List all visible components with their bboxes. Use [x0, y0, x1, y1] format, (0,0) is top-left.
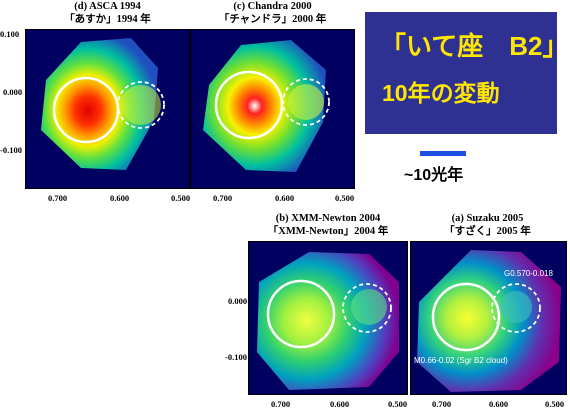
image-panel-suzaku: G0.570-0.018 M0.66-0.02 (Sgr B2 cloud)	[410, 241, 567, 395]
title-line-1: 「いて座 B2」	[380, 31, 569, 61]
image-panel-asca	[25, 29, 190, 189]
xtick-suzaku-1: 0.600	[489, 399, 509, 409]
ytick-asca-0: 0.100	[0, 29, 20, 39]
caption-asca-jp: 「あすか」1994 年	[64, 14, 151, 25]
scale-label: ~10光年	[404, 167, 464, 184]
title-line-2: 10年の変動	[382, 80, 500, 106]
xtick-asca-0: 0.700	[48, 193, 68, 203]
title-box	[365, 12, 557, 134]
xtick-asca-1: 0.600	[110, 193, 130, 203]
image-panel-chandra	[190, 29, 355, 189]
caption-chandra-en: (c) Chandra 2000	[233, 1, 312, 12]
caption-suzaku-jp: 「すざく」2005 年	[444, 226, 531, 237]
ytick-asca-2: -0.100	[0, 145, 22, 155]
label-sgr-b2-cloud: M0.66-0.02 (Sgr B2 cloud)	[414, 356, 508, 365]
xtick-xmm-1: 0.600	[330, 399, 350, 409]
caption-xmm-en: (b) XMM-Newton 2004	[275, 213, 381, 224]
xtick-suzaku-0: 0.700	[432, 399, 452, 409]
xtick-xmm-0: 0.700	[271, 399, 291, 409]
xtick-chandra-1: 0.600	[275, 193, 295, 203]
xtick-chandra-0: 0.700	[213, 193, 233, 203]
xtick-chandra-2: 0.500	[335, 193, 355, 203]
xtick-suzaku-2: 0.500	[545, 399, 565, 409]
scale-bar	[420, 151, 466, 156]
caption-asca-en: (d) ASCA 1994	[74, 1, 141, 12]
ytick-xmm-0: 0.000	[228, 296, 248, 306]
caption-suzaku-en: (a) Suzaku 2005	[451, 213, 524, 224]
caption-xmm-jp: 「XMM-Newton」2004 年	[267, 226, 389, 237]
xtick-xmm-2: 0.500	[388, 399, 408, 409]
xtick-asca-2: 0.500	[171, 193, 191, 203]
ytick-asca-1: 0.000	[3, 87, 23, 97]
image-panel-xmm	[248, 241, 408, 395]
label-g0570: G0.570-0.018	[504, 269, 553, 278]
ytick-xmm-1: -0.100	[225, 352, 247, 362]
caption-chandra-jp: 「チャンドラ」2000 年	[218, 14, 327, 25]
